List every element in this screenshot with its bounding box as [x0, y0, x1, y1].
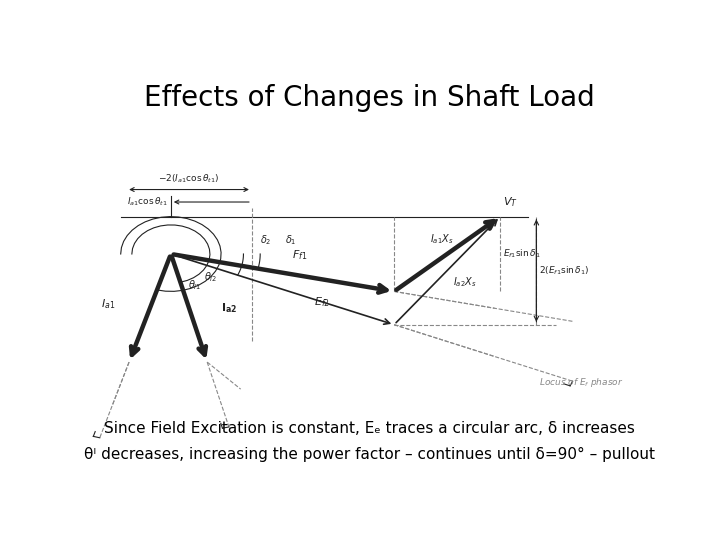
Text: $\theta_{i2}$: $\theta_{i2}$: [204, 270, 217, 284]
Text: Since Field Excitation is constant, Eₑ traces a circular arc, δ increases: Since Field Excitation is constant, Eₑ t…: [104, 421, 634, 436]
Text: $V_T$: $V_T$: [503, 195, 518, 209]
Text: $\mathbf{I_{a2}}$: $\mathbf{I_{a2}}$: [221, 301, 238, 315]
Text: Effects of Changes in Shaft Load: Effects of Changes in Shaft Load: [143, 84, 595, 112]
Text: θᴵ decreases, increasing the power factor – continues until δ=90° – pullout: θᴵ decreases, increasing the power facto…: [84, 447, 654, 462]
Text: $E_{f2}$: $E_{f2}$: [314, 295, 330, 309]
Text: $\delta_2$: $\delta_2$: [260, 233, 271, 246]
Text: $E_{f1}\sin\delta_1$: $E_{f1}\sin\delta_1$: [503, 248, 541, 260]
Text: $I_{a1}$: $I_{a1}$: [101, 297, 115, 311]
Text: Locus of $E_f$ phasor: Locus of $E_f$ phasor: [539, 376, 624, 389]
Text: $\delta_1$: $\delta_1$: [285, 233, 297, 246]
Text: $I_{a2}X_s$: $I_{a2}X_s$: [453, 275, 477, 288]
Text: $I_{a1}\cos\theta_{t1}$: $I_{a1}\cos\theta_{t1}$: [127, 196, 168, 208]
Text: $2(E_{f1}\sin\delta_1)$: $2(E_{f1}\sin\delta_1)$: [539, 265, 590, 277]
Text: $I_{a1}X_s$: $I_{a1}X_s$: [430, 232, 454, 246]
Text: $F_{f1}$: $F_{f1}$: [292, 248, 307, 262]
Text: $\theta_{i1}$: $\theta_{i1}$: [188, 278, 201, 292]
Text: $-2(I_{a1}\cos\theta_{t1})$: $-2(I_{a1}\cos\theta_{t1})$: [158, 172, 220, 185]
